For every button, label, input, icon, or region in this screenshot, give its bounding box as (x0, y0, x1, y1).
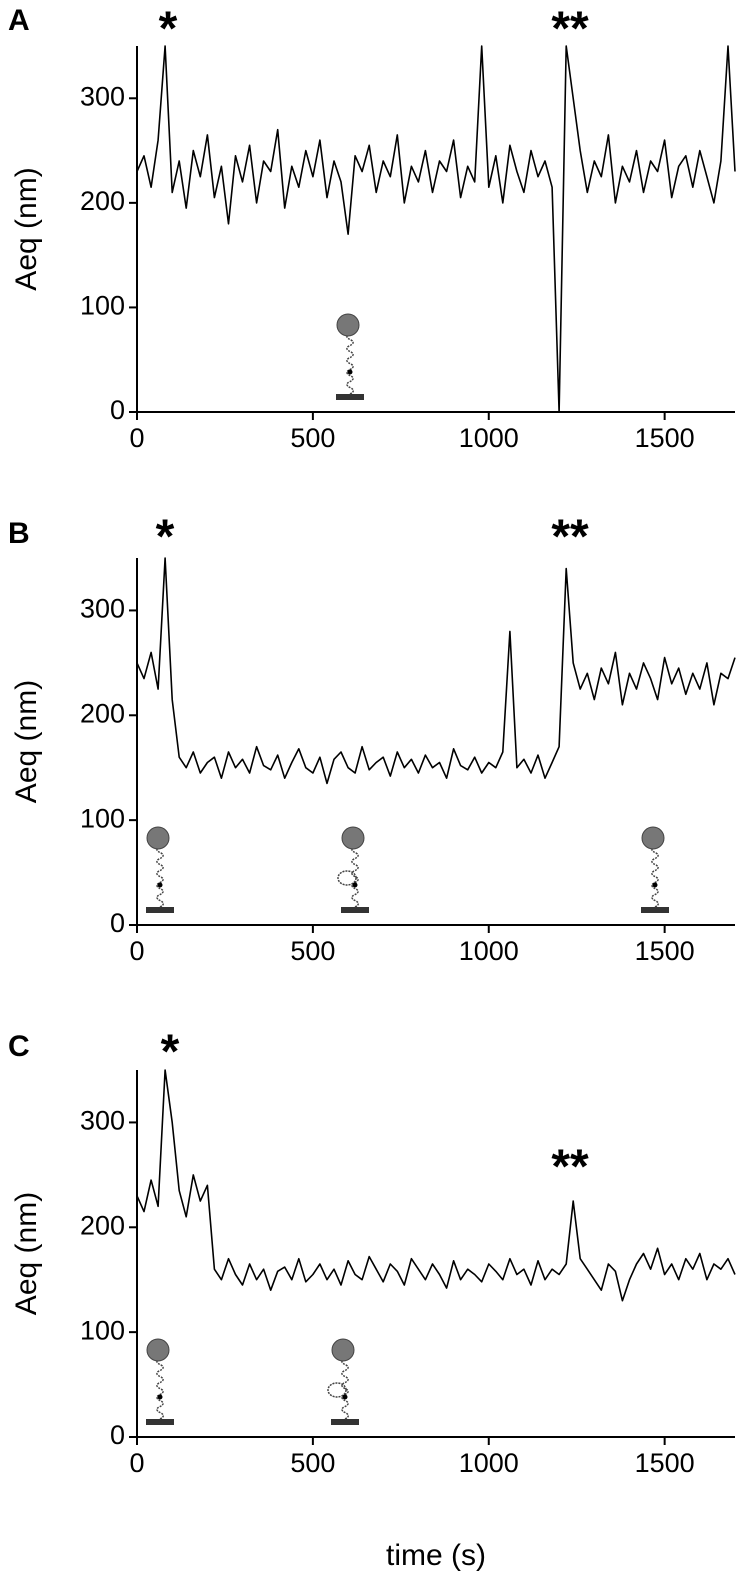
panel-label: C (8, 1030, 30, 1063)
annotation: * (156, 511, 175, 564)
tether (351, 846, 359, 908)
y-axis-label: Aeq (nm) (10, 680, 43, 803)
y-tick-label: 0 (110, 908, 125, 938)
trace (136, 1069, 736, 1302)
x-tick-label: 1500 (635, 936, 695, 966)
tether-icon (641, 826, 669, 913)
y-tick-label: 200 (80, 698, 125, 728)
tether-icon (336, 313, 364, 400)
x-tick-label: 1000 (459, 936, 519, 966)
y-tick-label: 100 (80, 803, 125, 833)
y-tick-label: 300 (80, 81, 125, 111)
tether-icon (337, 826, 369, 913)
tether (346, 333, 354, 395)
y-tick-label: 0 (110, 1420, 125, 1450)
y-tick-label: 200 (80, 1210, 125, 1240)
tether (341, 1358, 349, 1420)
x-tick-label: 500 (290, 423, 335, 453)
trace (136, 557, 736, 785)
annotation: * (161, 1026, 180, 1079)
tether (156, 846, 164, 908)
annotation: ** (551, 511, 589, 564)
tether-icon (327, 1338, 359, 1425)
bead (336, 313, 360, 337)
y-tick-label: 0 (110, 395, 125, 425)
tether-icon (146, 1338, 174, 1425)
x-axis-label: time (s) (386, 1539, 486, 1572)
knot (352, 882, 358, 888)
bead (146, 1338, 170, 1362)
x-tick-label: 0 (129, 1448, 144, 1478)
bead (641, 826, 665, 850)
x-tick-label: 0 (129, 936, 144, 966)
annotation: ** (551, 1141, 589, 1194)
panel-label: A (8, 4, 30, 37)
x-tick-label: 1000 (459, 423, 519, 453)
y-tick-label: 100 (80, 291, 125, 321)
x-tick-label: 500 (290, 936, 335, 966)
surface (146, 1419, 174, 1425)
y-tick-label: 200 (80, 186, 125, 216)
surface (341, 907, 369, 913)
bead (331, 1338, 355, 1362)
knot (157, 1394, 163, 1400)
knot (157, 882, 163, 888)
surface (641, 907, 669, 913)
panel-label: B (8, 517, 30, 550)
x-tick-label: 1000 (459, 1448, 519, 1478)
bead (341, 826, 365, 850)
surface (336, 394, 364, 400)
tether-loop (327, 1382, 347, 1398)
knot (342, 1394, 348, 1400)
surface (146, 907, 174, 913)
x-tick-label: 500 (290, 1448, 335, 1478)
surface (331, 1419, 359, 1425)
tether-icon (146, 826, 174, 913)
y-axis-label: Aeq (nm) (10, 167, 43, 290)
y-tick-label: 300 (80, 1106, 125, 1136)
x-tick-label: 1500 (635, 1448, 695, 1478)
tether-loop (337, 870, 357, 886)
annotation: * (159, 3, 178, 56)
tether (651, 846, 659, 908)
knot (347, 369, 353, 375)
y-axis-label: Aeq (nm) (10, 1192, 43, 1315)
y-tick-label: 300 (80, 594, 125, 624)
y-tick-label: 100 (80, 1315, 125, 1345)
bead (146, 826, 170, 850)
x-tick-label: 0 (129, 423, 144, 453)
knot (652, 882, 658, 888)
annotation: ** (551, 3, 589, 56)
trace (136, 45, 736, 413)
tether (156, 1358, 164, 1420)
x-tick-label: 1500 (635, 423, 695, 453)
